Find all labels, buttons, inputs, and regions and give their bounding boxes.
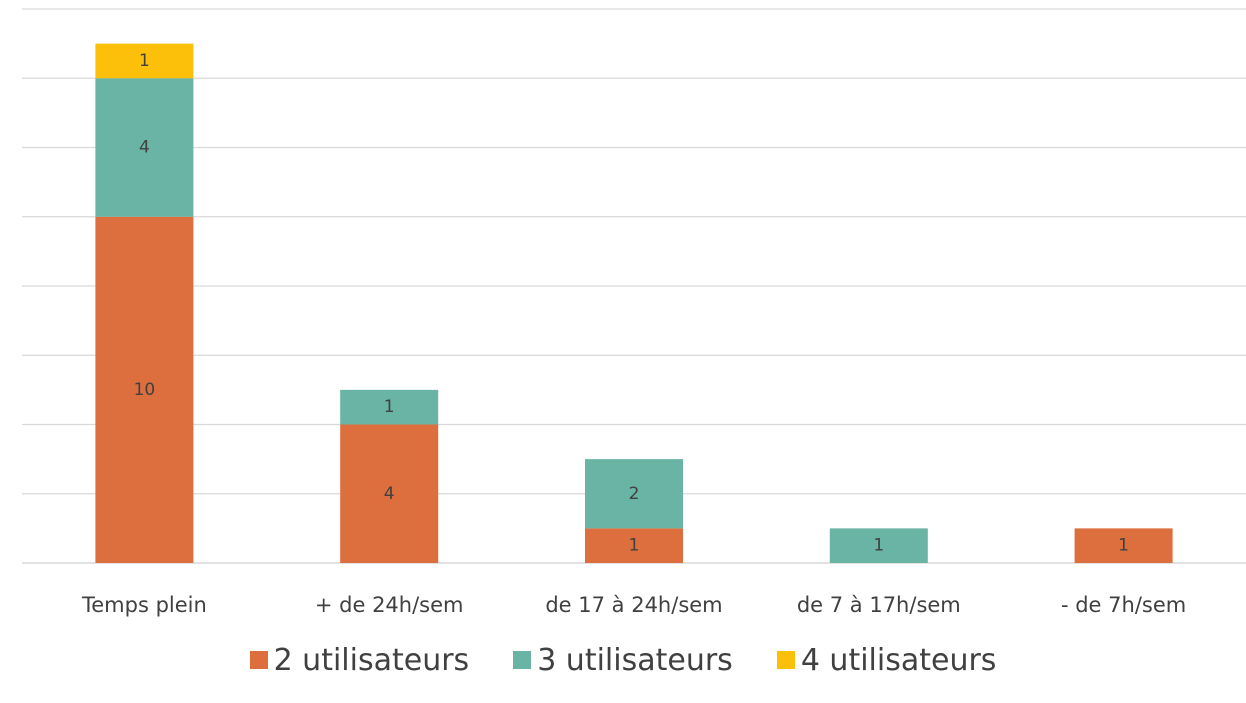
bar-segment [585, 459, 683, 529]
data-label: 1 [629, 536, 640, 556]
data-label: 1 [139, 51, 150, 71]
gridlines [22, 8, 1246, 564]
bar-segment [340, 389, 439, 425]
data-label: 4 [139, 138, 150, 158]
data-label: 1 [873, 536, 884, 556]
bars [95, 43, 1173, 563]
data-labels: 10 4 1 4 1 1 2 1 1 [134, 51, 1129, 556]
x-tick-label: de 7 à 17h/sem [797, 593, 961, 617]
bar-segment [95, 216, 194, 563]
legend-item-series-2: 4 utilisateurs [776, 642, 997, 678]
x-tick-label: Temps plein [81, 593, 207, 617]
x-tick-label: + de 24h/sem [315, 593, 464, 617]
bar-segment [585, 528, 683, 563]
legend: 2 utilisateurs 3 utilisateurs 4 utilisat… [0, 640, 1246, 680]
x-tick-label: - de 7h/sem [1061, 593, 1186, 617]
bar-segment [829, 528, 928, 563]
legend-label: 3 utilisateurs [537, 642, 733, 678]
legend-swatch [776, 651, 795, 669]
bar-segment [340, 424, 439, 563]
x-axis: Temps plein + de 24h/sem de 17 à 24h/sem de… [81, 593, 1186, 617]
legend-swatch [249, 651, 268, 669]
legend-item-series-0: 2 utilisateurs [249, 642, 470, 678]
x-tick-label: de 17 à 24h/sem [545, 593, 722, 617]
bar-segment [95, 43, 194, 79]
bar-segment [95, 78, 194, 217]
legend-label: 4 utilisateurs [800, 642, 997, 678]
bar-segment [1074, 528, 1173, 563]
legend-label: 2 utilisateurs [273, 642, 470, 678]
data-label: 1 [384, 397, 395, 417]
data-label: 2 [629, 484, 640, 504]
data-label: 1 [1118, 536, 1129, 556]
data-label: 10 [134, 380, 156, 400]
data-label: 4 [384, 484, 395, 504]
legend-swatch [513, 651, 532, 669]
legend-item-series-1: 3 utilisateurs [513, 643, 733, 678]
